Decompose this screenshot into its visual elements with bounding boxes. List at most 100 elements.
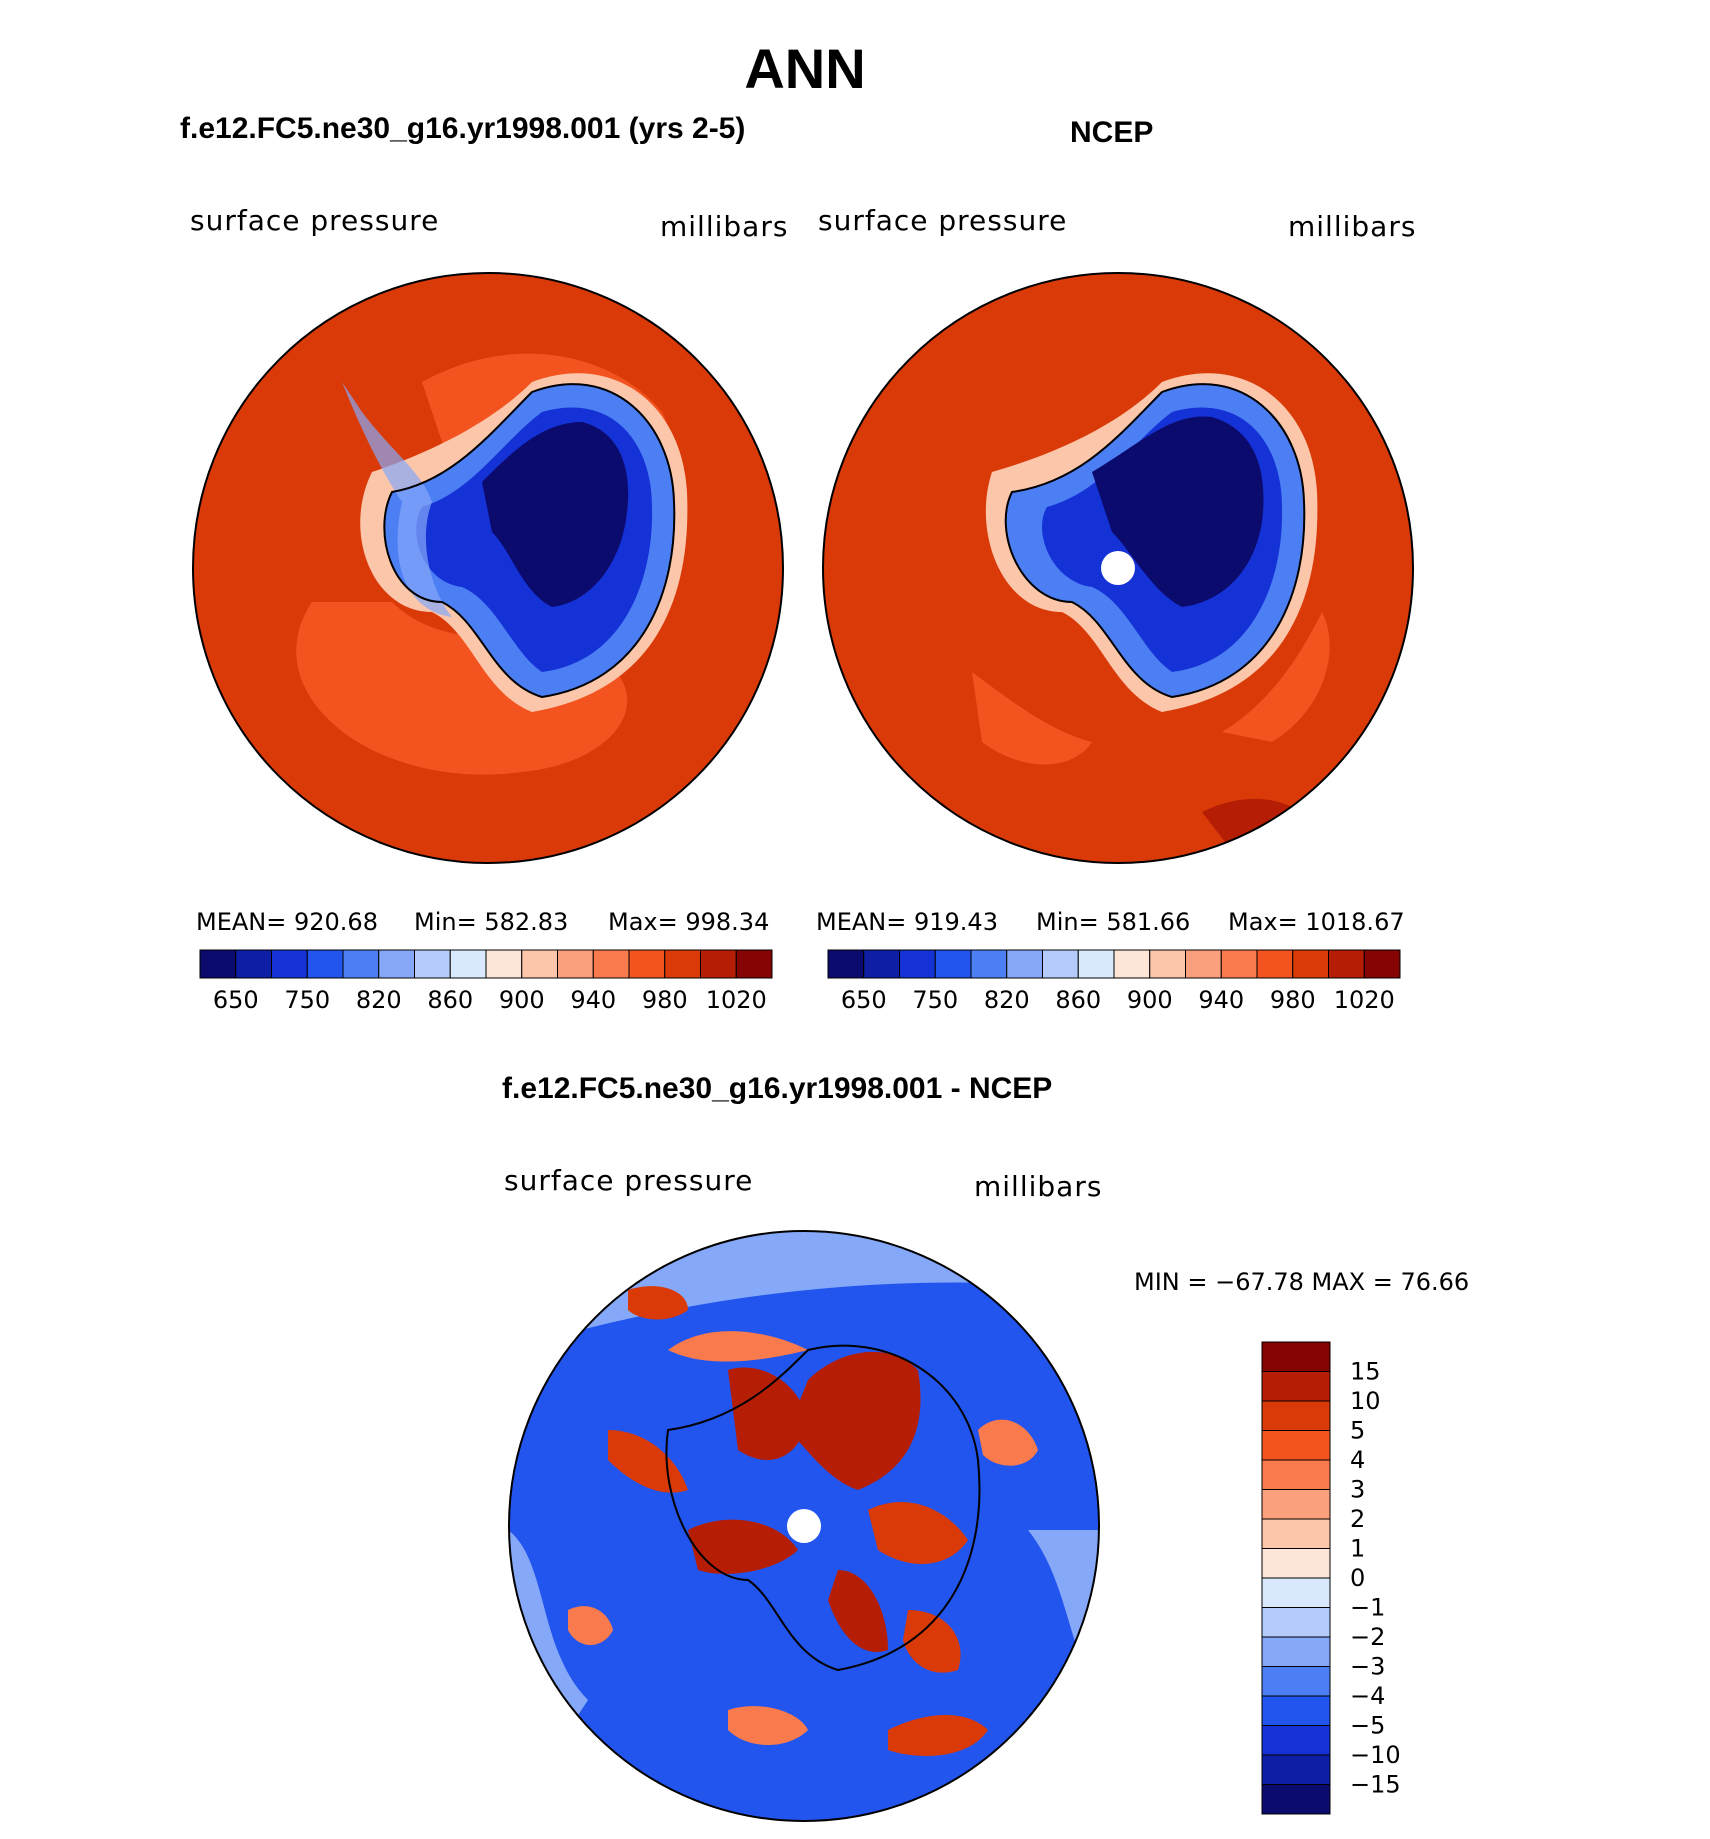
diff-contour-band (868, 1501, 968, 1564)
ocean-contour-band (1222, 612, 1330, 742)
panel-2-max: Max= 1018.67 (1228, 908, 1405, 936)
colorbar-tick-label: 1 (1350, 1535, 1365, 1563)
colorbar-swatch (271, 949, 308, 979)
colorbar-swatch (827, 949, 865, 979)
panel-2-variable-label: surface pressure (818, 204, 1068, 237)
colorbar-tick-label: 4 (1350, 1446, 1365, 1474)
panel-2-units-label: millibars (1288, 210, 1417, 243)
colorbar-tick-label: −3 (1350, 1653, 1385, 1681)
antarctica-coastline (665, 1344, 981, 1672)
colorbar-tick-label: 860 (1055, 986, 1101, 1014)
colorbar-swatch (1261, 1341, 1331, 1372)
colorbar-swatch (1220, 949, 1258, 979)
diff-contour-band (788, 1351, 921, 1490)
ocean-contour-band (1202, 798, 1322, 863)
colorbar-swatch (899, 949, 936, 979)
colorbar-swatch (1256, 949, 1294, 979)
colorbar-swatch (342, 949, 380, 979)
colorbar-swatch (1328, 949, 1365, 979)
colorbar-swatch (970, 949, 1008, 979)
colorbar-swatch (1261, 1577, 1331, 1608)
colorbar-swatch (1149, 949, 1186, 979)
colorbar-tick-label: 650 (213, 986, 259, 1014)
ocean-contour-band (972, 672, 1092, 765)
colorbar-swatch (700, 949, 737, 979)
colorbar-swatch (449, 949, 487, 979)
colorbar-swatch (1292, 949, 1329, 979)
colorbar-tick-label: −15 (1350, 1771, 1401, 1799)
panel-1-variable-label: surface pressure (190, 204, 440, 237)
diff-min-max: MIN = −67.78 MAX = 76.66 (1134, 1268, 1470, 1296)
colorbar-swatch (1185, 949, 1222, 979)
colorbar-tick-label: 980 (642, 986, 688, 1014)
colorbar-tick-label: 900 (1127, 986, 1173, 1014)
colorbar-swatch (414, 949, 451, 979)
colorbar-tick-label: 5 (1350, 1417, 1365, 1445)
colorbar-tick-label: 2 (1350, 1505, 1365, 1533)
panel-1-max: Max= 998.34 (608, 908, 770, 936)
colorbar-swatch (306, 949, 344, 979)
diff-units-label: millibars (974, 1170, 1103, 1203)
panel-1-units-label: millibars (660, 210, 789, 243)
colorbar-tick-label: −4 (1350, 1682, 1385, 1710)
panel-1-mean: MEAN= 920.68 (196, 908, 378, 936)
colorbar-tick-label: 1020 (706, 986, 767, 1014)
colorbar-tick-label: 940 (1198, 986, 1244, 1014)
colorbar-tick-label: 980 (1270, 986, 1316, 1014)
panel-1-polar-map (192, 272, 784, 864)
colorbar-swatch (628, 949, 666, 979)
colorbar-tick-label: 0 (1350, 1564, 1365, 1592)
colorbar-tick-label: −2 (1350, 1623, 1385, 1651)
colorbar-swatch (1261, 1636, 1331, 1667)
map-border (508, 1230, 1100, 1822)
diff-contour-band (903, 1610, 961, 1673)
colorbar-tick-label: −10 (1350, 1741, 1401, 1769)
colorbar-swatch (1113, 949, 1151, 979)
colorbar-tick-label: 820 (356, 986, 402, 1014)
colorbar-tick-label: 900 (499, 986, 545, 1014)
colorbar-swatch (1261, 1666, 1331, 1697)
colorbar-tick-label: 15 (1350, 1358, 1381, 1386)
pole-missing-data (787, 1509, 821, 1543)
panel-2-colorbar: 650 750 820 860 900 940 980 1020 (827, 949, 1401, 1014)
colorbar-swatch (557, 949, 594, 979)
diff-contour-band (728, 1367, 808, 1460)
colorbar-swatch (1261, 1695, 1331, 1726)
diff-contour-band (688, 1519, 798, 1574)
colorbar-swatch (1261, 1400, 1331, 1431)
antarctica-coastline (1004, 383, 1306, 699)
colorbar-tick-label: −1 (1350, 1594, 1385, 1622)
antarctica-coastline (383, 383, 676, 699)
colorbar-tick-label: 3 (1350, 1476, 1365, 1504)
panel-2-title: NCEP (1070, 116, 1154, 149)
ice-sheet-core (1092, 416, 1264, 607)
colorbar-tick-label: 10 (1350, 1387, 1381, 1415)
colorbar-tick-label: 820 (984, 986, 1030, 1014)
colorbar-tick-label: 860 (427, 986, 473, 1014)
diff-contour-band (568, 1606, 613, 1645)
diff-contour-band (728, 1706, 808, 1745)
panel-2-min: Min= 581.66 (1036, 908, 1191, 936)
colorbar-swatch (863, 949, 900, 979)
colorbar-swatch (1261, 1754, 1331, 1785)
diff-polar-map (508, 1230, 1100, 1822)
colorbar-swatch (1261, 1548, 1331, 1579)
colorbar-swatch (1042, 949, 1079, 979)
diff-contour-band (888, 1715, 988, 1756)
diff-contour-band (668, 1331, 808, 1362)
main-title: ANN (744, 37, 866, 100)
map-border (192, 272, 784, 864)
colorbar-tick-label: −5 (1350, 1712, 1385, 1740)
diff-panel-title: f.e12.FC5.ne30_g16.yr1998.001 - NCEP (502, 1072, 1053, 1105)
diff-contour-band (828, 1570, 888, 1652)
colorbar-tick-label: 750 (912, 986, 958, 1014)
colorbar-swatch (664, 949, 701, 979)
pole-missing-data (1101, 551, 1135, 585)
diff-contour-band (628, 1286, 688, 1320)
peninsula-band (342, 382, 452, 617)
colorbar-swatch (235, 949, 272, 979)
colorbar-swatch (1006, 949, 1043, 979)
colorbar-swatch (1261, 1518, 1331, 1549)
colorbar-swatch (934, 949, 972, 979)
